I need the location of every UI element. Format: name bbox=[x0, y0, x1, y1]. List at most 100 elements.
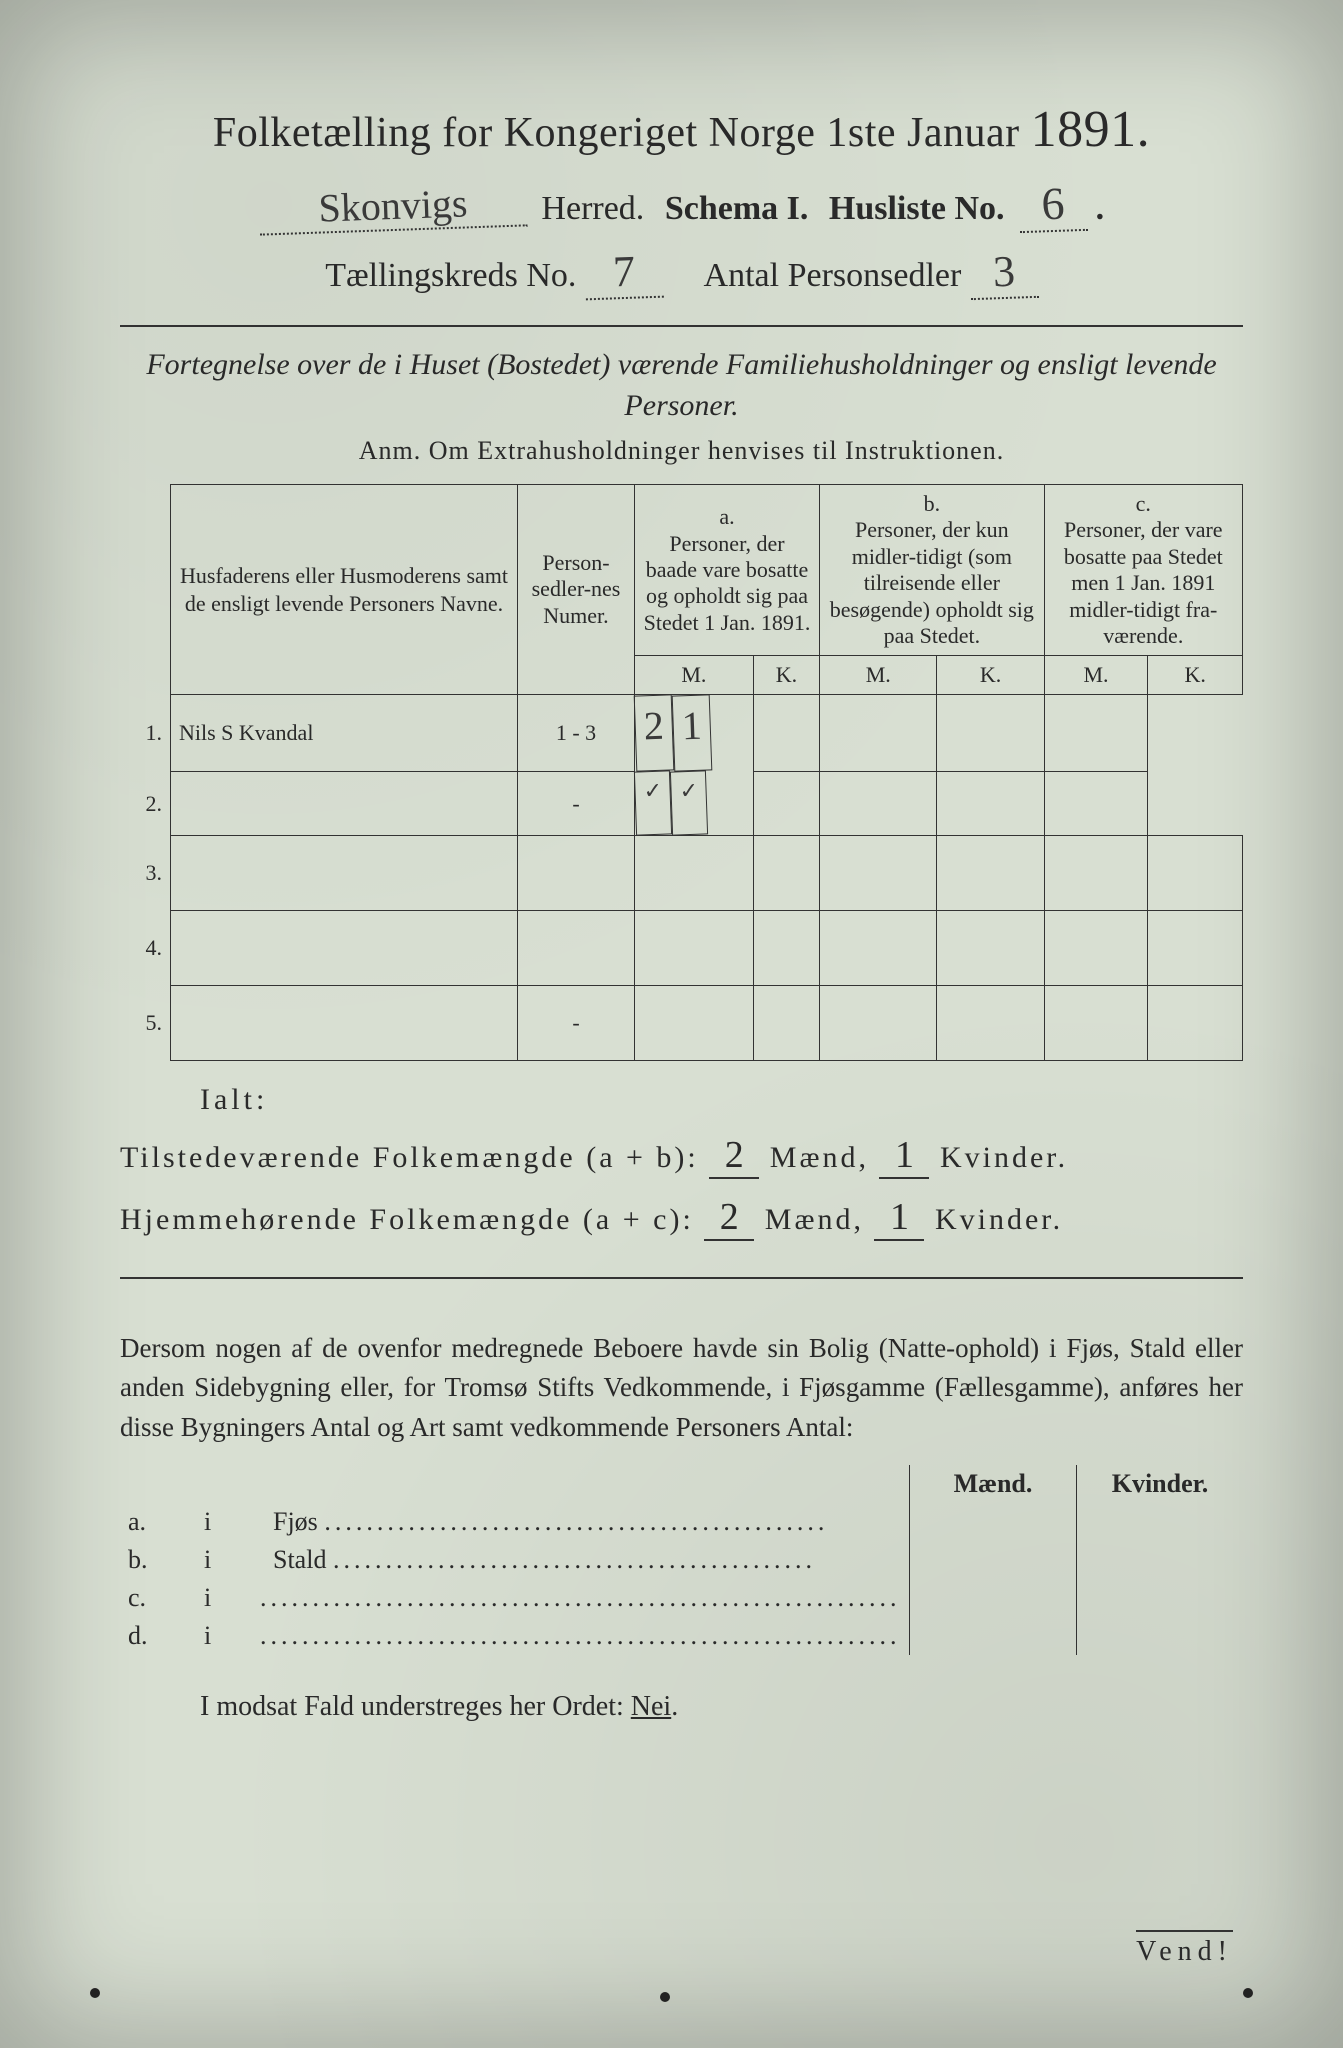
hjemme-m: 2 bbox=[704, 1195, 754, 1241]
col-c: c. Personer, der vare bosatte paa Stedet… bbox=[1044, 485, 1242, 656]
side-m bbox=[910, 1503, 1077, 1541]
side-k bbox=[1077, 1617, 1244, 1655]
row-b-k bbox=[820, 771, 937, 836]
row-b-k bbox=[937, 911, 1044, 986]
herred-value: Skonvigs bbox=[258, 177, 528, 235]
hjemme-label: Hjemmehørende Folkemængde (a + c): bbox=[120, 1203, 694, 1236]
page-title: Folketælling for Kongeriget Norge 1ste J… bbox=[120, 100, 1243, 159]
col-numer-head: Person-sedler-nes Numer. bbox=[518, 485, 635, 695]
side-idx: b. bbox=[120, 1541, 196, 1579]
schema-label: Schema I. bbox=[665, 190, 809, 227]
row-a-m: 2 bbox=[634, 695, 675, 772]
pin-icon bbox=[90, 1988, 100, 1998]
side-k bbox=[1077, 1579, 1244, 1617]
row-b-m bbox=[820, 986, 937, 1061]
row-a-k: 1 bbox=[672, 695, 713, 772]
row-number: 2. bbox=[120, 771, 171, 836]
side-row: d.i.....................................… bbox=[120, 1617, 1243, 1655]
row-numer bbox=[518, 911, 635, 986]
col-a-label: a. bbox=[643, 504, 811, 530]
row-a-m bbox=[635, 836, 754, 911]
side-i: i bbox=[196, 1617, 252, 1655]
side-row: b.i Stald ..............................… bbox=[120, 1541, 1243, 1579]
row-c-m bbox=[937, 695, 1044, 772]
row-a-m: ✓ bbox=[634, 771, 673, 836]
herred-label: Herred. bbox=[541, 190, 644, 227]
row-b-m bbox=[820, 836, 937, 911]
row-c-m bbox=[1044, 911, 1148, 986]
side-i: i bbox=[196, 1503, 252, 1541]
row-a-m bbox=[635, 986, 754, 1061]
row-c-m bbox=[937, 771, 1044, 836]
table-row: 3. bbox=[120, 836, 1243, 911]
husliste-value: 6 bbox=[1018, 176, 1088, 233]
side-row: c.i.....................................… bbox=[120, 1579, 1243, 1617]
row-b-k bbox=[820, 695, 937, 772]
divider-mid bbox=[120, 1277, 1243, 1279]
side-k bbox=[1077, 1503, 1244, 1541]
row-b-k bbox=[937, 986, 1044, 1061]
antal-value: 3 bbox=[969, 245, 1039, 300]
vend-label: Vend! bbox=[1136, 1930, 1233, 1968]
side-building-table: Mænd. Kvinder. a.i Fjøs ................… bbox=[120, 1465, 1243, 1655]
row-name bbox=[171, 986, 518, 1061]
row-b-m bbox=[753, 695, 819, 772]
anm-note: Anm. Om Extrahusholdninger henvises til … bbox=[120, 436, 1243, 466]
nei-prefix: I modsat Fald understreges her Ordet: bbox=[200, 1691, 624, 1722]
row-c-m bbox=[1044, 836, 1148, 911]
row-numer: 1 - 3 bbox=[518, 695, 635, 772]
side-label: Stald ..................................… bbox=[252, 1541, 910, 1579]
col-a-head: Personer, der baade vare bosatte og opho… bbox=[643, 531, 811, 637]
row-a-k bbox=[753, 986, 819, 1061]
row-number: 5. bbox=[120, 986, 171, 1061]
row-c-k bbox=[1044, 695, 1148, 772]
row-name bbox=[171, 771, 518, 836]
row-a-k bbox=[753, 911, 819, 986]
side-idx: d. bbox=[120, 1617, 196, 1655]
side-m bbox=[910, 1579, 1077, 1617]
side-kvinder: Kvinder. bbox=[1077, 1465, 1244, 1503]
header-row-2: Skonvigs Herred. Schema I. Husliste No. … bbox=[120, 177, 1243, 232]
table-row: 1.Nils S Kvandal1 - 321 bbox=[120, 695, 1243, 772]
col-b-head: Personer, der kun midler-tidigt (som til… bbox=[828, 517, 1036, 649]
row-c-k bbox=[1044, 771, 1148, 836]
pin-icon bbox=[1243, 1988, 1253, 1998]
col-a: a. Personer, der baade vare bosatte og o… bbox=[635, 485, 820, 656]
c-m: M. bbox=[1044, 656, 1148, 695]
kvinder-label-1: Kvinder. bbox=[940, 1141, 1068, 1174]
row-b-m bbox=[820, 911, 937, 986]
title-prefix: Folketælling for Kongeriget Norge 1ste J… bbox=[213, 110, 1020, 156]
pin-icon bbox=[660, 1992, 670, 2002]
row-numer: - bbox=[518, 771, 635, 836]
col-name-head: Husfaderens eller Husmoderens samt de en… bbox=[171, 485, 518, 695]
row-numer bbox=[518, 836, 635, 911]
kvinder-label-2: Kvinder. bbox=[935, 1203, 1063, 1236]
row-c-k bbox=[1148, 836, 1243, 911]
header-row-3: Tællingskreds No. 7 Antal Personsedler 3 bbox=[120, 246, 1243, 299]
row-c-k bbox=[1148, 911, 1243, 986]
ialt-label: Ialt: bbox=[120, 1083, 1243, 1117]
table-row: 5. - bbox=[120, 986, 1243, 1061]
row-name: Nils S Kvandal bbox=[171, 695, 518, 772]
row-b-m bbox=[753, 771, 819, 836]
row-number: 1. bbox=[120, 695, 171, 772]
tilstede-k: 1 bbox=[879, 1133, 929, 1179]
side-row: a.i Fjøs ...............................… bbox=[120, 1503, 1243, 1541]
nei-line: I modsat Fald understreges her Ordet: Ne… bbox=[120, 1691, 1243, 1723]
husliste-label: Husliste No. bbox=[829, 190, 1005, 227]
title-year: 1891. bbox=[1031, 101, 1151, 158]
a-m: M. bbox=[635, 656, 754, 695]
b-m: M. bbox=[820, 656, 937, 695]
subtitle: Fortegnelse over de i Huset (Bostedet) v… bbox=[120, 345, 1243, 426]
maend-label-2: Mænd, bbox=[765, 1203, 864, 1236]
taellingskreds-value: 7 bbox=[584, 245, 664, 301]
tilstede-m: 2 bbox=[709, 1133, 759, 1179]
side-k bbox=[1077, 1541, 1244, 1579]
side-idx: a. bbox=[120, 1503, 196, 1541]
row-numer: - bbox=[518, 986, 635, 1061]
nei-word: Nei bbox=[631, 1691, 671, 1722]
paragraph: Dersom nogen af de ovenfor medregnede Be… bbox=[120, 1329, 1243, 1446]
tilstede-line: Tilstedeværende Folkemængde (a + b): 2 M… bbox=[120, 1133, 1243, 1179]
side-label: ........................................… bbox=[252, 1617, 910, 1655]
col-c-head: Personer, der vare bosatte paa Stedet me… bbox=[1053, 517, 1234, 649]
